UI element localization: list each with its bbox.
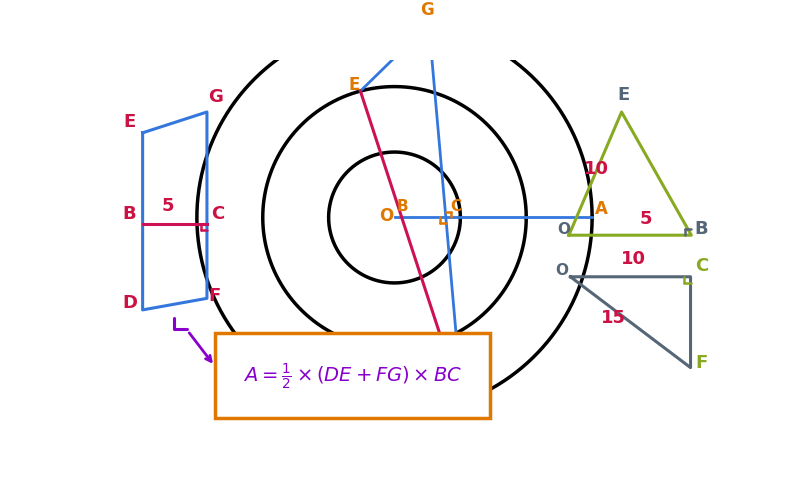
- Text: 10: 10: [621, 250, 646, 268]
- Text: 10: 10: [584, 160, 609, 177]
- Text: B: B: [122, 205, 136, 223]
- Text: B: B: [397, 199, 409, 214]
- Text: F: F: [695, 354, 707, 372]
- Text: O: O: [558, 222, 570, 237]
- Text: E: E: [123, 113, 135, 131]
- Text: A: A: [595, 200, 608, 218]
- Text: E: E: [349, 76, 360, 93]
- Text: 5: 5: [162, 196, 174, 215]
- Text: D: D: [122, 294, 138, 312]
- Text: G: G: [209, 88, 223, 106]
- Text: C: C: [450, 199, 462, 214]
- Text: C: C: [695, 257, 709, 275]
- Text: 5: 5: [639, 210, 652, 228]
- Text: 15: 15: [601, 309, 626, 327]
- Text: E: E: [618, 85, 630, 104]
- Text: D: D: [362, 342, 375, 360]
- Text: C: C: [211, 205, 224, 223]
- Text: O: O: [556, 263, 569, 278]
- Text: $A = \frac{1}{2} \times (DE + FG) \times BC$: $A = \frac{1}{2} \times (DE + FG) \times…: [242, 362, 462, 392]
- Text: F: F: [209, 287, 221, 306]
- Text: F: F: [465, 396, 477, 414]
- Text: G: G: [420, 1, 434, 19]
- FancyBboxPatch shape: [214, 333, 490, 417]
- Text: O: O: [379, 207, 394, 225]
- Text: B: B: [694, 220, 708, 238]
